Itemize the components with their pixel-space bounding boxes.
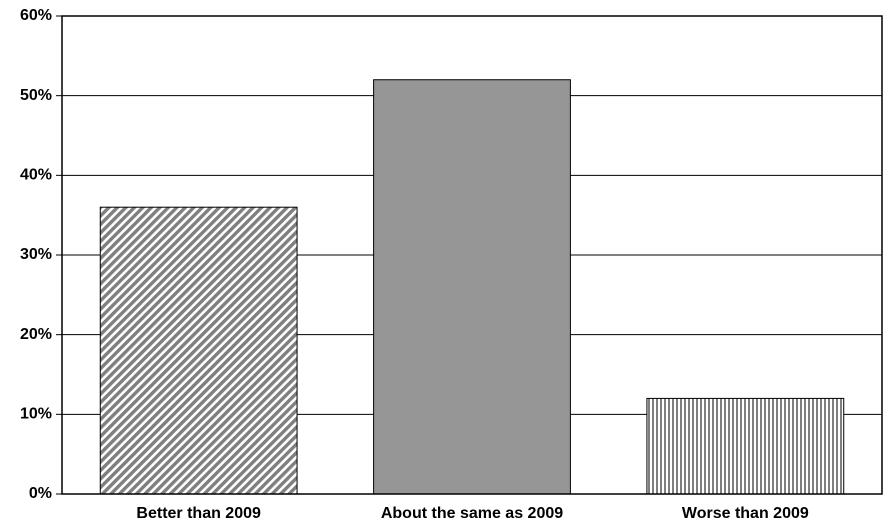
- bar: [646, 397, 845, 495]
- y-tick-label: 20%: [20, 326, 52, 343]
- y-tick-label: 60%: [20, 7, 52, 24]
- x-tick-label: Better than 2009: [136, 505, 261, 522]
- bar: [373, 79, 571, 495]
- x-tick-label: Worse than 2009: [682, 505, 809, 522]
- y-tick-label: 30%: [20, 246, 52, 263]
- bar: [99, 206, 298, 495]
- plot-frame: [61, 15, 883, 495]
- x-tick-label: About the same as 2009: [381, 505, 563, 522]
- y-tick-label: 50%: [20, 87, 52, 104]
- y-tick-label: 0%: [29, 485, 52, 502]
- y-tick-label: 10%: [20, 406, 52, 423]
- y-tick-label: 40%: [20, 167, 52, 184]
